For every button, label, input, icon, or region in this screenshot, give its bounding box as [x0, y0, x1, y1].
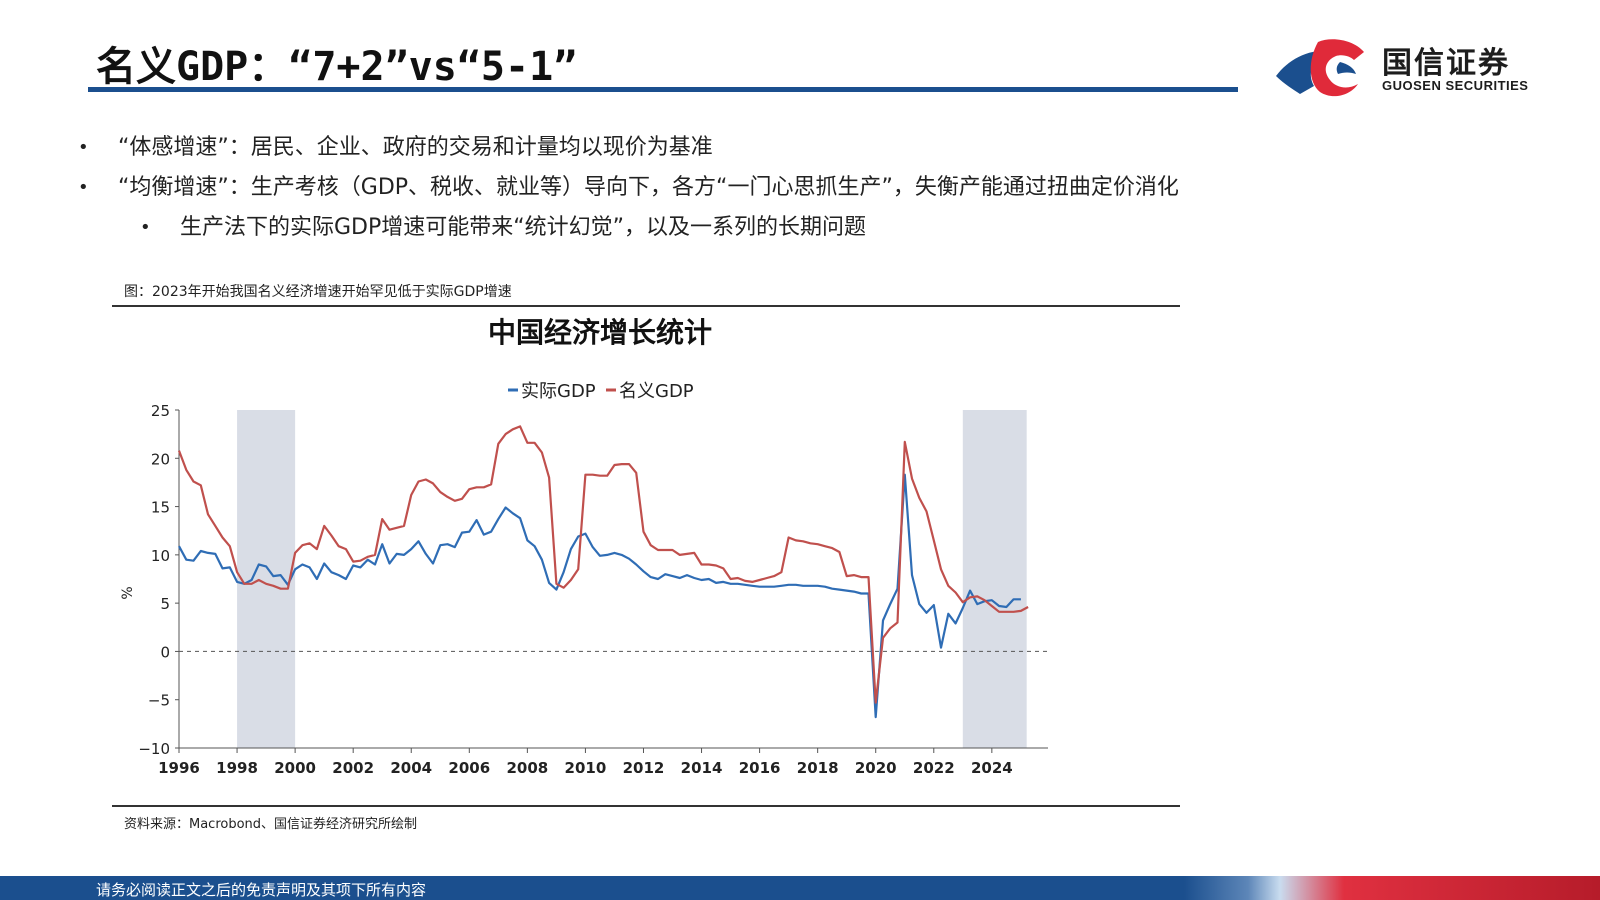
- y-axis-label: %: [120, 586, 136, 599]
- x-tick-label: 2022: [913, 759, 955, 777]
- x-tick-label: 2020: [855, 759, 897, 777]
- slide-title: 名义GDP：“7+2”vs“5-1”: [96, 44, 578, 90]
- x-tick-label: 2008: [506, 759, 548, 777]
- x-tick-label: 2010: [565, 759, 607, 777]
- shaded-period: [237, 410, 296, 748]
- bullet-item: • “体感增速”：居民、企业、政府的交易和计量均以现价为基准: [78, 128, 1478, 168]
- figure-bottom-rule: [112, 805, 1180, 807]
- x-tick-label: 2016: [739, 759, 781, 777]
- shaded-period: [962, 410, 1027, 748]
- bullet-dot: •: [140, 217, 151, 238]
- figure-caption: 图：2023年开始我国名义经济增速开始罕见低于实际GDP增速: [124, 284, 512, 300]
- bullet-dot: •: [78, 177, 89, 198]
- logo-text-cn: 国信证券: [1382, 46, 1510, 81]
- footer-bar: 请务必阅读正文之后的免责声明及其项下所有内容: [0, 876, 1600, 900]
- footer-disclaimer: 请务必阅读正文之后的免责声明及其项下所有内容: [96, 881, 427, 899]
- y-tick-label: −5: [148, 692, 170, 710]
- series-line-real-gdp: [178, 473, 1021, 719]
- gdp-line-chart: 中国经济增长统计 实际GDP 名义GDP % 2520151050−5−1019…: [120, 316, 1048, 777]
- x-tick-label: 2014: [681, 759, 723, 777]
- bullet-dot: •: [78, 137, 89, 158]
- bullet-text: “均衡增速”：生产考核（GDP、税收、就业等）导向下，各方“一门心思抓生产”，失…: [118, 175, 1179, 200]
- x-tick-label: 2018: [797, 759, 839, 777]
- x-tick-label: 2006: [448, 759, 490, 777]
- x-tick-label: 2000: [274, 759, 316, 777]
- x-tick-label: 1996: [158, 759, 200, 777]
- figure-top-rule: [112, 305, 1180, 307]
- logo-text-en: GUOSEN SECURITIES: [1382, 78, 1529, 93]
- bullet-item: • “均衡增速”：生产考核（GDP、税收、就业等）导向下，各方“一门心思抓生产”…: [78, 168, 1478, 208]
- guosen-emblem-icon: [1276, 39, 1364, 97]
- x-tick-label: 1998: [216, 759, 258, 777]
- source-note: 资料来源：Macrobond、国信证券经济研究所绘制: [124, 817, 418, 832]
- chart-legend: 实际GDP 名义GDP: [508, 381, 694, 402]
- bullet-item-sub: • 生产法下的实际GDP增速可能带来“统计幻觉”，以及一系列的长期问题: [78, 208, 1478, 248]
- bullet-list: • “体感增速”：居民、企业、政府的交易和计量均以现价为基准 • “均衡增速”：…: [78, 128, 1478, 248]
- y-tick-label: 0: [160, 643, 170, 661]
- x-tick-label: 2004: [390, 759, 432, 777]
- chart-title: 中国经济增长统计: [488, 316, 712, 349]
- x-tick-label: 2012: [623, 759, 665, 777]
- y-tick-label: 10: [151, 547, 170, 565]
- legend-label-real: 实际GDP: [521, 381, 596, 402]
- x-tick-label: 2002: [332, 759, 374, 777]
- y-tick-label: 25: [151, 402, 170, 420]
- y-tick-label: −10: [138, 740, 170, 758]
- legend-label-nominal: 名义GDP: [619, 381, 694, 402]
- bullet-text: “体感增速”：居民、企业、政府的交易和计量均以现价为基准: [118, 135, 713, 160]
- y-tick-label: 15: [151, 499, 170, 517]
- series-line-nominal-gdp: [177, 425, 1029, 704]
- x-tick-label: 2024: [971, 759, 1013, 777]
- y-tick-label: 20: [151, 450, 170, 468]
- bullet-text: 生产法下的实际GDP增速可能带来“统计幻觉”，以及一系列的长期问题: [180, 215, 867, 240]
- title-underline: [88, 87, 1238, 92]
- guosen-logo: 国信证券 GUOSEN SECURITIES: [1270, 34, 1570, 104]
- y-tick-label: 5: [160, 595, 170, 613]
